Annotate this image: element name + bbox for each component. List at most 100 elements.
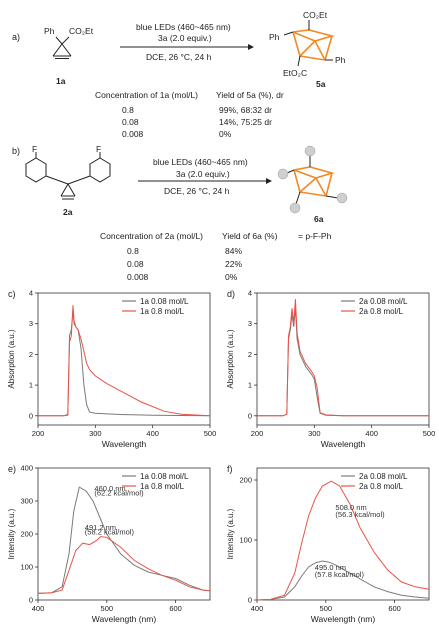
x-tick-label: 500 [204,429,217,438]
reactant-id-2a: 2a [63,207,73,217]
panel-b-label: b) [12,146,21,156]
product-id-6a: 6a [314,214,324,224]
table-a-row-conc: 0.8 [122,105,134,115]
y-tick-label: 300 [20,497,33,506]
arrow-head-b [266,178,272,184]
x-tick-label: 500 [101,604,114,613]
x-tick-label: 300 [308,429,321,438]
panel-label: c) [8,289,16,299]
y-axis-label: Absorption (a.u.) [226,329,235,388]
y-tick-label: 0 [29,411,33,420]
y-tick-label: 4 [29,289,33,298]
x-tick-label: 400 [251,604,264,613]
y-tick-label: 400 [20,464,33,473]
conditions-light-a: blue LEDs (460~465 nm) [136,22,231,32]
legend-entry: 1a 0.8 mol/L [140,307,185,316]
product-ester-top: CO₂Et [303,10,328,20]
table-b-header-conc: Concentration of 2a (mol/L) [100,231,203,241]
reactant-ph: Ph [44,26,55,36]
panel-label: e) [8,464,16,474]
table-b-row-conc: 0.008 [127,272,149,282]
legend-entry: 2a 0.08 mol/L [359,472,408,481]
panel-a-label: a) [12,32,21,42]
product-5a-structure [283,20,335,67]
reactant-id-1a: 1a [56,76,66,86]
panel-label: f) [227,464,233,474]
legend-p-f-ph: = p-F-Ph [298,231,332,241]
table-b-row-conc: 0.08 [127,259,144,269]
table-b-row-yield: 0% [225,272,238,282]
y-axis-label: Intensity (a.u.) [7,508,16,559]
reactant-2a-structure [25,152,111,200]
table-b-header-yield: Yield of 6a (%) [222,231,278,241]
reactant-1a-structure [52,36,72,59]
x-tick-label: 600 [169,604,182,613]
y-tick-label: 1 [29,381,33,390]
legend-entry: 2a 0.8 mol/L [359,482,404,491]
reactant-f-right: F [96,144,102,154]
reagent-b: 3a (2.0 equiv.) [176,169,230,179]
reactant-f-left: F [32,144,38,154]
series-line-2 [256,480,430,601]
legend-entry: 1a 0.08 mol/L [140,297,189,306]
annotation: (62.2 kcal/mol) [94,489,144,498]
table-a-header-yield: Yield of 5a (%), dr [216,90,284,100]
x-tick-label: 400 [146,429,159,438]
x-axis-label: Wavelength [102,439,147,449]
x-tick-label: 500 [423,429,436,438]
panel-label: d) [227,289,235,299]
y-tick-label: 4 [248,289,252,298]
series-line-1 [38,311,211,417]
arrow-head-a [248,44,254,50]
series-line-1 [256,560,430,601]
legend-entry: 1a 0.8 mol/L [140,482,185,491]
table-a-row-yield: 14%, 75:25 dr [219,117,272,127]
y-tick-label: 200 [239,476,252,485]
annotation: 491.2 nm [85,523,116,532]
reactant-ester: CO₂Et [69,26,94,36]
annotation: (57.8 kcal/mol) [315,570,365,579]
x-axis-label: Wavelength (nm) [92,614,157,624]
y-tick-label: 200 [20,530,33,539]
legend-entry: 2a 0.8 mol/L [359,307,404,316]
plot-frame [37,292,211,426]
series-line-1 [257,308,429,417]
table-b-row-yield: 22% [225,259,243,269]
y-tick-label: 2 [29,350,33,359]
y-tick-label: 100 [20,563,33,572]
reagent-a: 3a (2.0 equiv.) [158,33,212,43]
x-tick-label: 500 [320,604,333,613]
table-a-row-yield: 99%, 68:32 dr [219,105,272,115]
y-tick-label: 3 [29,319,33,328]
x-tick-label: 600 [388,604,401,613]
annotation: 460.0 nm [94,484,125,493]
legend-entry: 2a 0.08 mol/L [359,297,408,306]
y-tick-label: 0 [248,411,252,420]
chart-e-emission: e) 400 500 600 0 100 200 300 400 Wavelength (nm) I… [7,464,211,624]
y-axis-label: Intensity (a.u.) [226,508,235,559]
chart-f-emission: f) 400 500 600 0 100 200 Wavelength (nm) Intensi… [226,464,430,624]
series-line-1 [37,486,211,594]
chart-d-absorption: d) 200 300 400 500 0 1 2 3 4 Wavelength Absorption … [226,289,436,450]
table-a-row-yield: 0% [219,129,232,139]
panel-a-scheme [52,20,335,67]
y-tick-label: 3 [248,319,252,328]
y-tick-label: 1 [248,381,252,390]
plot-frame [256,467,430,601]
product-6a-structure [286,154,339,205]
legend-entry: 1a 0.08 mol/L [140,472,189,481]
x-tick-label: 300 [89,429,102,438]
product-id-5a: 5a [316,79,326,89]
conditions-solvent-a: DCE, 26 °C, 24 h [146,52,212,62]
x-axis-label: Wavelength [321,439,366,449]
x-tick-label: 400 [365,429,378,438]
x-tick-label: 400 [32,604,45,613]
y-tick-label: 2 [248,350,252,359]
series-line-2 [257,299,429,417]
annotation: (58.2 kcal/mol) [85,528,135,537]
plot-frame [256,292,430,426]
series-line-2 [38,305,211,417]
product-ph-left: Ph [269,32,280,42]
y-tick-label: 0 [29,596,33,605]
table-a-row-conc: 0.08 [122,117,139,127]
